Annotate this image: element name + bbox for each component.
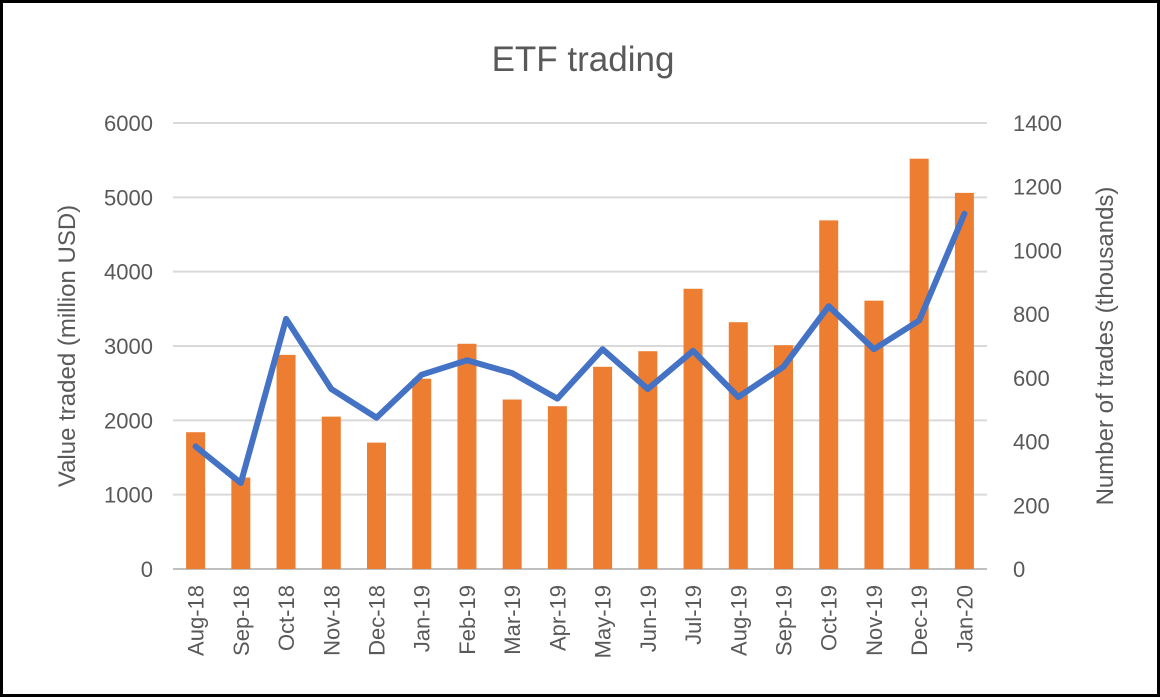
line-series xyxy=(192,210,968,486)
x-tick-label: Apr-19 xyxy=(545,585,570,651)
y-tick-label-left: 3000 xyxy=(104,334,153,359)
x-tick-label: Mar-19 xyxy=(500,585,525,655)
x-tick-label: Jul-19 xyxy=(681,585,706,645)
y-tick-label-right: 800 xyxy=(1013,302,1050,327)
right-axis-ticks: 0 200 400 600 800 1000 1200 1400 xyxy=(1013,111,1062,582)
bar xyxy=(502,399,522,569)
bar xyxy=(819,220,839,570)
x-tick-label: Feb-19 xyxy=(455,585,480,655)
bar xyxy=(909,158,929,569)
x-tick-label: Jun-19 xyxy=(636,585,661,652)
y-tick-label-left: 6000 xyxy=(104,111,153,136)
bar xyxy=(186,432,206,569)
bar xyxy=(593,366,613,569)
y-tick-label-left: 2000 xyxy=(104,408,153,433)
chart: ETF trading 0 1000 2000 3000 4000 5000 6000 0 2… xyxy=(54,40,1119,658)
y-tick-label-right: 1000 xyxy=(1013,238,1062,263)
x-tick-label: Jan-19 xyxy=(410,585,435,652)
x-tick-label: Nov-18 xyxy=(319,585,344,656)
chart-title: ETF trading xyxy=(492,40,675,79)
bar xyxy=(231,477,251,569)
y-tick-label-right: 400 xyxy=(1013,430,1050,455)
x-axis-ticks: Aug-18 Sep-18 Oct-18 Nov-18 Dec-18 Jan-19 Feb-… xyxy=(184,585,978,658)
y-tick-label-left: 4000 xyxy=(104,260,153,285)
gridlines xyxy=(173,122,987,570)
x-tick-label: Jan-20 xyxy=(952,585,977,652)
x-tick-label: Oct-18 xyxy=(274,585,299,651)
x-tick-label: Oct-19 xyxy=(817,585,842,651)
y-tick-label-right: 0 xyxy=(1013,557,1025,582)
x-tick-label: Dec-19 xyxy=(907,585,932,656)
x-tick-label: Sep-19 xyxy=(772,585,797,656)
bar-series xyxy=(186,158,974,570)
bar xyxy=(638,351,658,569)
y-tick-label-left: 0 xyxy=(141,557,153,582)
y-tick-label-right: 1200 xyxy=(1013,175,1062,200)
bar xyxy=(864,300,884,569)
x-tick-label: Aug-19 xyxy=(726,585,751,656)
x-tick-label: Aug-18 xyxy=(184,585,209,656)
y-axis-label-right: Number of trades (thousands) xyxy=(1092,187,1119,506)
bar xyxy=(412,378,432,569)
y-tick-label-left: 1000 xyxy=(104,483,153,508)
y-axis-label-left: Value traded (million USD) xyxy=(54,205,81,487)
x-tick-label: Nov-19 xyxy=(862,585,887,656)
x-tick-label: Sep-18 xyxy=(229,585,254,656)
bar xyxy=(954,192,974,569)
series-line xyxy=(192,210,968,486)
y-tick-label-right: 600 xyxy=(1013,366,1050,391)
y-tick-label-right: 1400 xyxy=(1013,111,1062,136)
y-tick-label-left: 5000 xyxy=(104,185,153,210)
bar xyxy=(683,288,703,569)
bar xyxy=(276,354,296,569)
bar xyxy=(728,322,748,569)
x-tick-label: May-19 xyxy=(591,585,616,658)
bar xyxy=(774,345,793,569)
left-axis-ticks: 0 1000 2000 3000 4000 5000 6000 xyxy=(104,111,153,582)
x-tick-label: Dec-18 xyxy=(365,585,390,656)
bar xyxy=(457,343,477,569)
bar xyxy=(547,406,567,569)
y-tick-label-right: 200 xyxy=(1013,493,1050,518)
bar xyxy=(367,442,386,569)
bar xyxy=(321,416,341,569)
